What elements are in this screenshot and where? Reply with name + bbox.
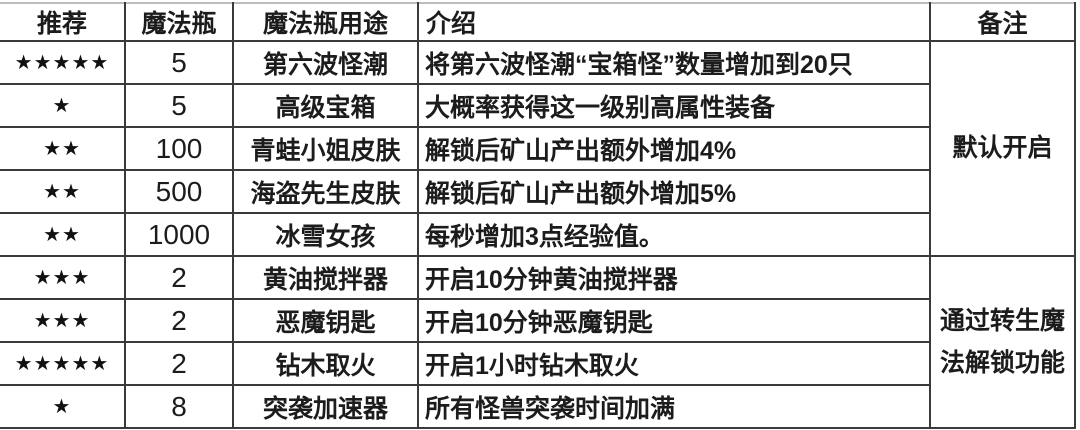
remark-cell-rebirth-unlock: 通过转生魔法解锁功能 (929, 255, 1076, 429)
table-row: ★★★★★ 5 第六波怪潮 将第六波怪潮“宝箱怪”数量增加到20只 默认开启 (0, 40, 1076, 257)
description-cell: 开启10分钟黄油搅拌器 (417, 255, 931, 300)
header-bottle-usage: 魔法瓶用途 (232, 2, 419, 42)
usage-cell: 青蛙小姐皮肤 (232, 126, 419, 171)
table-row: ★★ 100 青蛙小姐皮肤 解锁后矿山产出额外增加4% (0, 126, 1075, 171)
table-row: ★★ 1000 冰雪女孩 每秒增加3点经验值。 (0, 212, 1075, 257)
stars-cell: ★★ (0, 212, 126, 257)
usage-cell: 恶魔钥匙 (232, 298, 419, 343)
stars-cell: ★★ (0, 169, 126, 214)
bottle-count-cell: 5 (124, 83, 234, 128)
bottle-count-cell: 8 (124, 384, 234, 429)
stars-cell: ★ (0, 83, 126, 128)
usage-cell: 黄油搅拌器 (232, 255, 419, 300)
bottle-count-cell: 2 (124, 255, 234, 300)
stars-cell: ★★★ (0, 298, 126, 343)
bottle-count-cell: 500 (124, 169, 234, 214)
header-recommendation: 推荐 (0, 2, 126, 42)
bottle-count-cell: 2 (124, 298, 234, 343)
table-row: ★★★ 2 黄油搅拌器 开启10分钟黄油搅拌器 通过转生魔法解锁功能 (0, 255, 1076, 429)
stars-cell: ★★ (0, 126, 126, 171)
description-cell: 每秒增加3点经验值。 (417, 212, 931, 257)
bottle-count-cell: 1000 (124, 212, 234, 257)
bottle-count-cell: 5 (124, 40, 234, 85)
description-cell: 解锁后矿山产出额外增加5% (417, 169, 931, 214)
usage-cell: 高级宝箱 (232, 83, 419, 128)
description-cell: 将第六波怪潮“宝箱怪”数量增加到20只 (417, 40, 931, 85)
stars-cell: ★★★★★ (0, 341, 126, 386)
usage-cell: 第六波怪潮 (232, 40, 419, 85)
header-remark: 备注 (929, 2, 1076, 42)
stars-cell: ★★★★★ (0, 40, 126, 85)
header-row: 推荐 魔法瓶 魔法瓶用途 介绍 备注 (0, 2, 1076, 42)
bottle-count-cell: 100 (124, 126, 234, 171)
usage-cell: 钻木取火 (232, 341, 419, 386)
usage-cell: 突袭加速器 (232, 384, 419, 429)
stars-cell: ★★★ (0, 255, 126, 300)
bottle-count-cell: 2 (124, 341, 234, 386)
table-row: ★★ 500 海盗先生皮肤 解锁后矿山产出额外增加5% (0, 169, 1075, 214)
description-cell: 所有怪兽突袭时间加满 (417, 384, 931, 429)
table-row: ★ 5 高级宝箱 大概率获得这一级别高属性装备 (0, 83, 1075, 128)
usage-cell: 冰雪女孩 (232, 212, 419, 257)
header-description: 介绍 (417, 2, 931, 42)
description-cell: 大概率获得这一级别高属性装备 (417, 83, 931, 128)
description-cell: 开启1小时钻木取火 (417, 341, 931, 386)
stars-cell: ★ (0, 384, 126, 429)
description-cell: 开启10分钟恶魔钥匙 (417, 298, 931, 343)
header-magic-bottle: 魔法瓶 (124, 2, 234, 42)
table-row: ★ 8 突袭加速器 所有怪兽突袭时间加满 (0, 384, 1075, 429)
remark-cell-default-on: 默认开启 (929, 40, 1076, 257)
table-row: ★★★★★ 2 钻木取火 开启1小时钻木取火 (0, 341, 1075, 386)
table-row: ★★★ 2 恶魔钥匙 开启10分钟恶魔钥匙 (0, 298, 1075, 343)
usage-cell: 海盗先生皮肤 (232, 169, 419, 214)
description-cell: 解锁后矿山产出额外增加4% (417, 126, 931, 171)
